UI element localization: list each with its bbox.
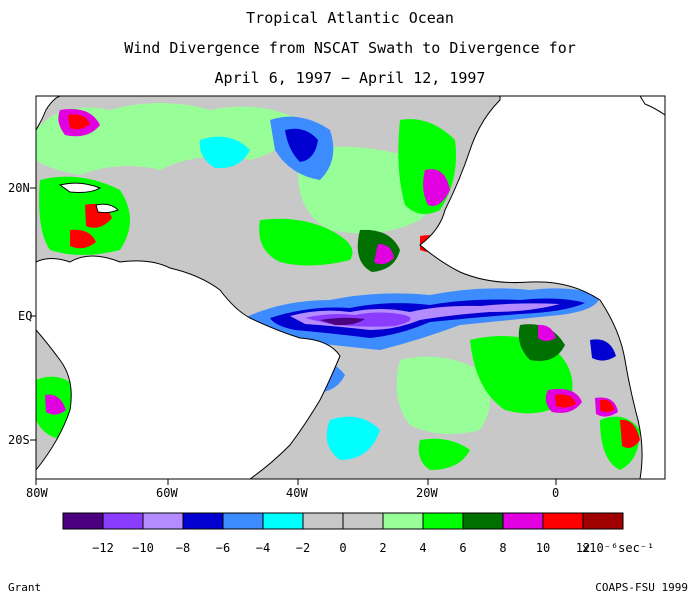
colorbar-swatch [502, 512, 544, 530]
land-south-america [36, 255, 341, 479]
land-hispaniola [95, 203, 119, 214]
lon-label-0: 0 [552, 486, 559, 500]
colorbar-tick-label: −6 [216, 541, 230, 555]
land-cuba [58, 182, 102, 193]
colorbar-tick-label: −12 [92, 541, 114, 555]
lon-label-40w: 40W [286, 486, 308, 500]
colorbar-swatch [462, 512, 504, 530]
lon-label-80w: 80W [26, 486, 48, 500]
map-frame [35, 95, 666, 480]
colorbar-tick-label: 8 [499, 541, 506, 555]
lat-label-20s: 20S [8, 433, 30, 447]
colorbar-swatch [222, 512, 264, 530]
colorbar-units: x10⁻⁶sec⁻¹ [582, 541, 654, 555]
colorbar-tick-label: 10 [536, 541, 550, 555]
land-north-america [36, 96, 61, 131]
credit-organization: COAPS-FSU 1999 [595, 581, 688, 594]
colorbar-swatch [142, 512, 184, 530]
colorbar-swatch [342, 512, 384, 530]
colorbar-swatch [62, 512, 104, 530]
land-africa [419, 96, 665, 479]
colorbar [62, 512, 624, 530]
map-plot-area [36, 96, 665, 479]
colorbar-swatch [542, 512, 584, 530]
colorbar-swatch [582, 512, 624, 530]
lat-label-eq: EQ [18, 309, 32, 323]
lon-label-20w: 20W [416, 486, 438, 500]
lon-label-60w: 60W [156, 486, 178, 500]
colorbar-swatch [182, 512, 224, 530]
colorbar-swatch [102, 512, 144, 530]
credit-author: Grant [8, 581, 42, 594]
colorbar-swatch [382, 512, 424, 530]
title-line-3: April 6, 1997 − April 12, 1997 [214, 69, 486, 87]
colorbar-tick-label: 6 [459, 541, 466, 555]
colorbar-tick-label: 0 [339, 541, 346, 555]
colorbar-swatch [422, 512, 464, 530]
lat-label-20n: 20N [8, 181, 30, 195]
colorbar-tick-label: −2 [296, 541, 310, 555]
colorbar-swatch [302, 512, 344, 530]
colorbar-labels: −12 −10 −8 −6 −4 −2 0 2 4 6 8 10 12 [92, 541, 590, 555]
colorbar-swatch [262, 512, 304, 530]
title-line-1: Tropical Atlantic Ocean [246, 9, 454, 27]
colorbar-tick-label: −8 [176, 541, 190, 555]
colorbar-tick-label: −4 [256, 541, 270, 555]
colorbar-tick-label: 4 [419, 541, 426, 555]
title-line-2: Wind Divergence from NSCAT Swath to Dive… [124, 39, 576, 57]
land-masses [36, 96, 665, 479]
axis-ticks [30, 187, 557, 485]
colorbar-tick-label: 12 [576, 541, 590, 555]
colorbar-tick-label: 2 [379, 541, 386, 555]
colorbar-tick-label: −10 [132, 541, 154, 555]
